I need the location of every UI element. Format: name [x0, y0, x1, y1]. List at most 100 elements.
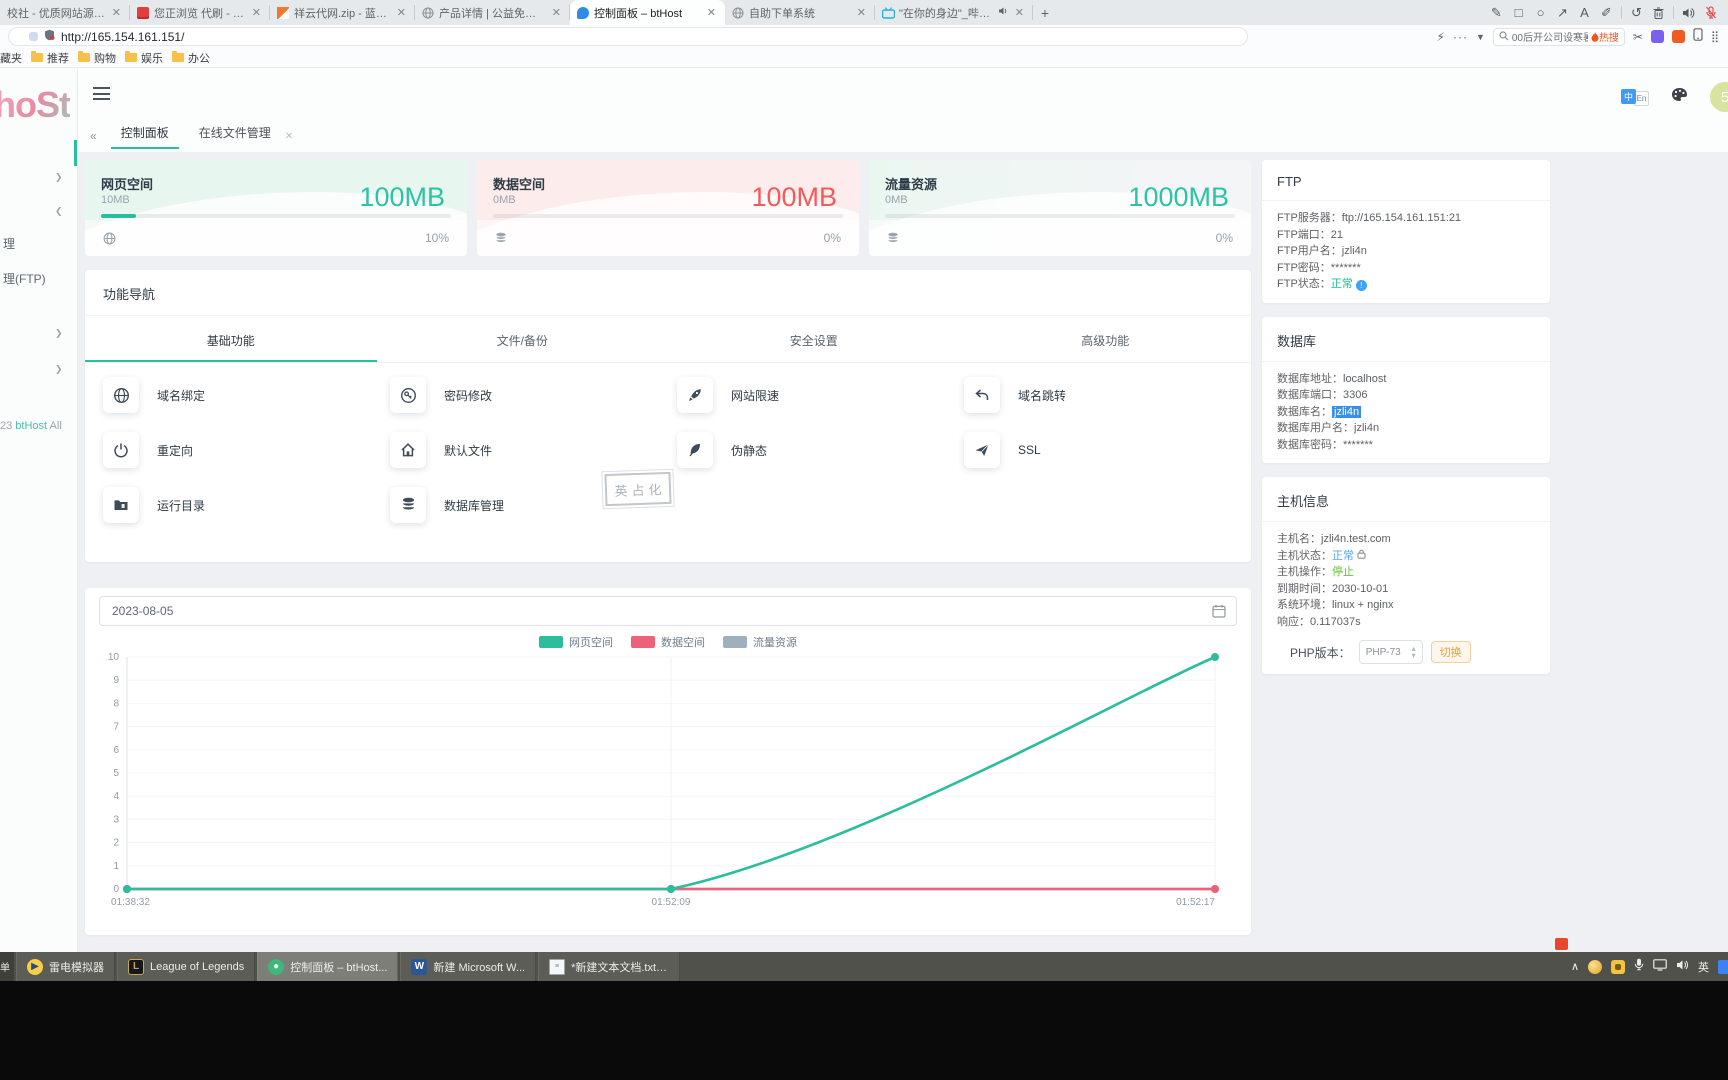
extension-icon[interactable]	[29, 32, 38, 41]
phone-icon[interactable]	[1693, 27, 1703, 46]
purple-extension-icon[interactable]	[1650, 30, 1664, 43]
chevron-right-icon[interactable]: ❯	[55, 172, 63, 182]
floating-widget[interactable]	[1555, 938, 1568, 950]
apps-grid-icon[interactable]: ⣿	[1710, 31, 1720, 43]
more-icon[interactable]: ···	[1452, 29, 1468, 44]
legend-item-traffic[interactable]: 流量资源	[723, 634, 797, 650]
tab-file-backup[interactable]: 文件/备份	[496, 334, 548, 348]
undo-icon[interactable]: ↺	[1631, 4, 1642, 20]
shield-icon[interactable]	[44, 28, 55, 46]
legend-item-web-space[interactable]: 网页空间	[539, 634, 613, 650]
tray-display-icon[interactable]	[1653, 958, 1667, 976]
new-tab-button[interactable]: +	[1040, 4, 1050, 21]
tab-close-icon[interactable]: ✕	[1014, 7, 1024, 19]
feature-change-password[interactable]: 密码修改	[390, 377, 677, 413]
browser-tab-4[interactable]: 产品详情 | 公益免费主机互联 ✕	[415, 0, 570, 25]
stop-host-link[interactable]: 停止	[1332, 566, 1354, 578]
taskbar-item-notepad[interactable]: ≡ *新建文本文档.txt -...	[538, 952, 681, 981]
date-picker-input[interactable]: 2023-08-05	[99, 596, 1237, 626]
bookmark-item[interactable]: 办公	[172, 50, 210, 66]
expire-date-row: 到期时间：2030-10-01	[1277, 582, 1389, 595]
tab-close-icon[interactable]: ✕	[706, 7, 716, 19]
sidebar-item-ftp-manager[interactable]: 理(FTP)	[3, 272, 46, 286]
taskbar-item-ldplayer[interactable]: ▶ 雷电模拟器	[16, 952, 115, 981]
microphone-muted-icon[interactable]	[1703, 5, 1718, 20]
info-icon[interactable]: !	[1355, 280, 1367, 291]
scissors-icon[interactable]: ✂	[1632, 29, 1643, 44]
tray-volume-icon[interactable]	[1676, 958, 1689, 976]
browser-tab-7[interactable]: "在你的身边"_哔哩哔哩_bi ✕	[875, 0, 1033, 25]
bookmark-item[interactable]: 娱乐	[125, 50, 163, 66]
feature-domain-redirect[interactable]: 域名跳转	[964, 377, 1251, 413]
feature-rewrite-rules[interactable]: 伪静态	[677, 432, 964, 468]
chevron-down-icon[interactable]: ❮	[55, 206, 63, 216]
browser-tab-1[interactable]: 校社 - 优质网站源码与搭建 ✕	[0, 0, 130, 25]
taskbar-item-partial[interactable]: 单	[0, 952, 14, 981]
taskbar-item-word[interactable]: W 新建 Microsoft W...	[400, 952, 537, 981]
marker-icon[interactable]: ✐	[1601, 4, 1612, 20]
switch-php-button[interactable]: 切换	[1430, 641, 1471, 663]
tab-online-file-manager[interactable]: 在线文件管理	[198, 125, 271, 140]
tab-control-panel[interactable]: 控制面板	[110, 124, 179, 149]
arrow-icon[interactable]: ↗	[1557, 4, 1568, 20]
search-box[interactable]: 00后开公司设寒暑假 热搜	[1492, 27, 1625, 46]
tab-close-icon[interactable]: ✕	[856, 7, 866, 19]
legend-item-db-space[interactable]: 数据空间	[631, 634, 705, 650]
taskbar-item-lol[interactable]: L League of Legends	[117, 952, 256, 981]
speaker-icon[interactable]	[1681, 5, 1696, 20]
feature-database-management[interactable]: 数据库管理	[390, 487, 677, 523]
user-avatar[interactable]: 5	[1710, 82, 1728, 112]
trash-icon[interactable]	[1651, 5, 1666, 20]
hidden-icons-chevron[interactable]: ∧	[1570, 961, 1579, 973]
rocket-icon	[677, 377, 713, 413]
feature-default-document[interactable]: 默认文件	[390, 432, 677, 468]
browser-tab-6[interactable]: 自助下单系统 ✕	[725, 0, 875, 25]
language-toggle[interactable]: 中 En	[1621, 88, 1649, 106]
feature-redirect[interactable]: 重定向	[103, 432, 390, 468]
tab-close-icon[interactable]: ✕	[551, 7, 561, 19]
hot-search-badge[interactable]: 热搜	[1591, 29, 1619, 44]
bookmark-item[interactable]: 藏夹	[0, 52, 22, 65]
calendar-icon[interactable]	[1212, 604, 1226, 621]
tab-sound-icon[interactable]	[998, 6, 1008, 19]
tab-security[interactable]: 安全设置	[789, 334, 838, 348]
rectangle-icon[interactable]: □	[1514, 5, 1523, 20]
feature-domain-binding[interactable]: 域名绑定	[103, 377, 390, 413]
orange-extension-icon[interactable]	[1671, 30, 1685, 43]
php-version-select[interactable]: PHP-73 ▴ ▾	[1358, 640, 1423, 664]
feature-ssl[interactable]: SSL	[964, 432, 1251, 468]
browser-tab-3[interactable]: 祥云代网.zip - 蓝奏云 ✕	[270, 0, 415, 25]
close-tab-icon[interactable]: ✕	[284, 130, 294, 142]
circle-icon[interactable]: ○	[1536, 5, 1545, 20]
input-method-indicator[interactable]: 英	[1698, 961, 1709, 974]
bookmark-item[interactable]: 推荐	[31, 50, 69, 66]
text-tool-icon[interactable]: A	[1580, 5, 1589, 20]
feature-run-directory[interactable]: 运行目录	[103, 487, 390, 523]
tab-close-icon[interactable]: ✕	[111, 7, 121, 19]
chevron-right-icon[interactable]: ❯	[55, 364, 63, 374]
sidebar-item-file-manager[interactable]: 理	[3, 237, 16, 251]
tab-close-icon[interactable]: ✕	[251, 7, 261, 19]
browser-tab-5-active[interactable]: 控制面板 – btHost ✕	[570, 0, 725, 25]
tab-advanced[interactable]: 高级功能	[1081, 334, 1130, 348]
feature-site-speed-limit[interactable]: 网站限速	[677, 377, 964, 413]
tray-coin-icon[interactable]	[1588, 959, 1602, 974]
hamburger-menu-icon[interactable]	[93, 87, 110, 100]
theme-palette-icon[interactable]	[1671, 87, 1688, 107]
tab-close-icon[interactable]: ✕	[396, 7, 406, 19]
collapse-tabs-icon[interactable]: «	[90, 129, 97, 143]
tab-basic-functions[interactable]: 基础功能	[85, 322, 377, 362]
chevron-down-icon[interactable]: ▼	[1475, 31, 1485, 42]
pencil-icon[interactable]: ✎	[1491, 4, 1502, 20]
browser-tab-2[interactable]: 您正浏览 代刷 - 盩校社 ✕	[130, 0, 270, 25]
url-field[interactable]: http://165.154.161.151/	[8, 27, 1248, 46]
lightning-icon[interactable]: ⚡	[1436, 29, 1445, 44]
chevron-right-icon[interactable]: ❯	[55, 328, 63, 338]
taskbar-item-bthost[interactable]: ● 控制面板 – btHost...	[257, 952, 399, 981]
bookmark-item[interactable]: 购物	[78, 50, 116, 66]
tray-microphone-icon[interactable]	[1634, 958, 1644, 976]
tray-ldplayer-icon[interactable]	[1611, 959, 1625, 974]
ftp-username-row: FTP用户名：jzli4n	[1277, 245, 1367, 257]
tray-partial-icon[interactable]	[1718, 959, 1728, 974]
stat-total: 1000MB	[1128, 182, 1229, 212]
